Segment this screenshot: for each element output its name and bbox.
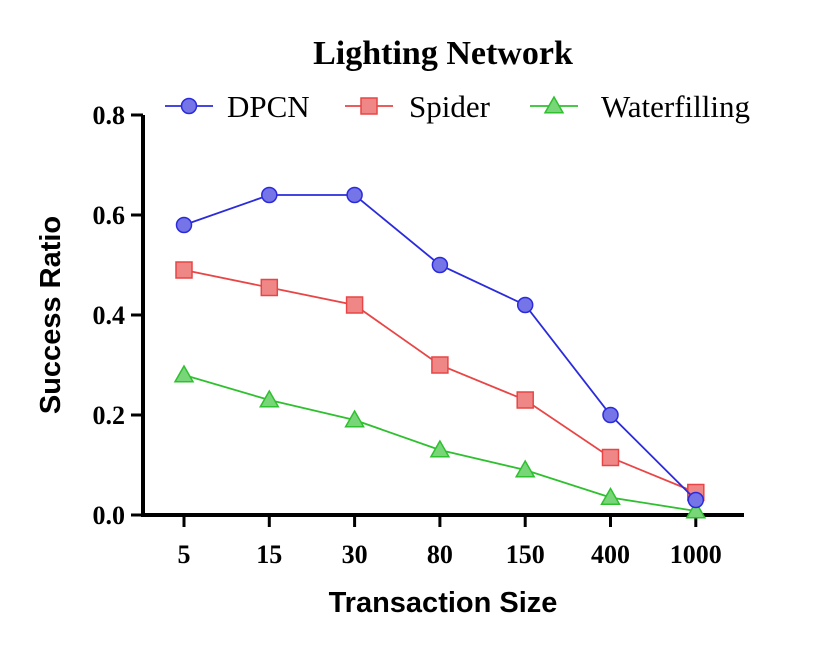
x-tick-label: 400	[591, 540, 630, 569]
legend-item: DPCN	[165, 89, 310, 124]
legend-label: Spider	[409, 89, 491, 124]
y-tick-label: 0.0	[93, 501, 126, 530]
data-point	[175, 261, 193, 279]
y-tick-label: 0.8	[93, 101, 126, 130]
legend: DPCN Spider Waterfilling	[165, 89, 750, 124]
x-tick-label: 15	[256, 540, 282, 569]
y-ticks: 0.0 0.2 0.4 0.6 0.8	[93, 101, 143, 530]
data-point	[514, 459, 536, 478]
x-tick-label: 5	[178, 540, 191, 569]
y-tick-label: 0.4	[93, 301, 126, 330]
data-point	[601, 448, 620, 467]
legend-label: Waterfilling	[601, 89, 750, 124]
data-point	[602, 406, 619, 424]
legend-marker	[543, 95, 565, 114]
data-point	[173, 364, 195, 383]
legend-item: Spider	[345, 89, 491, 124]
data-point	[260, 278, 279, 297]
data-point	[259, 389, 280, 408]
chart-title: Lighting Network	[313, 35, 573, 72]
data-point	[687, 491, 705, 509]
data-point	[429, 439, 451, 458]
data-point	[431, 256, 449, 274]
data-point	[345, 296, 364, 314]
data-point	[685, 500, 707, 519]
legend-marker	[180, 97, 198, 115]
y-tick-label: 0.2	[93, 401, 126, 430]
series-layer	[173, 186, 707, 519]
x-tick-label: 150	[506, 540, 545, 569]
series-spider	[175, 261, 705, 502]
legend-label: DPCN	[227, 89, 310, 124]
series-waterfilling	[173, 364, 707, 519]
data-point	[431, 356, 449, 374]
x-ticks: 5 15 30 80 150 400 1000	[178, 515, 722, 569]
x-axis-label: Transaction Size	[329, 587, 558, 619]
series-dpcn	[175, 186, 705, 509]
x-tick-label: 1000	[670, 540, 722, 569]
data-point	[344, 409, 365, 428]
data-point	[600, 486, 621, 505]
x-tick-label: 30	[342, 540, 368, 569]
data-point	[516, 391, 534, 409]
x-tick-label: 80	[427, 540, 453, 569]
y-axis-label: Success Ratio	[35, 216, 67, 414]
data-point	[261, 186, 278, 204]
legend-marker	[360, 97, 378, 115]
data-point	[175, 216, 193, 234]
data-point	[516, 296, 534, 314]
y-tick-label: 0.6	[93, 201, 126, 230]
data-point	[346, 186, 363, 204]
legend-item: Waterfilling	[530, 89, 750, 124]
